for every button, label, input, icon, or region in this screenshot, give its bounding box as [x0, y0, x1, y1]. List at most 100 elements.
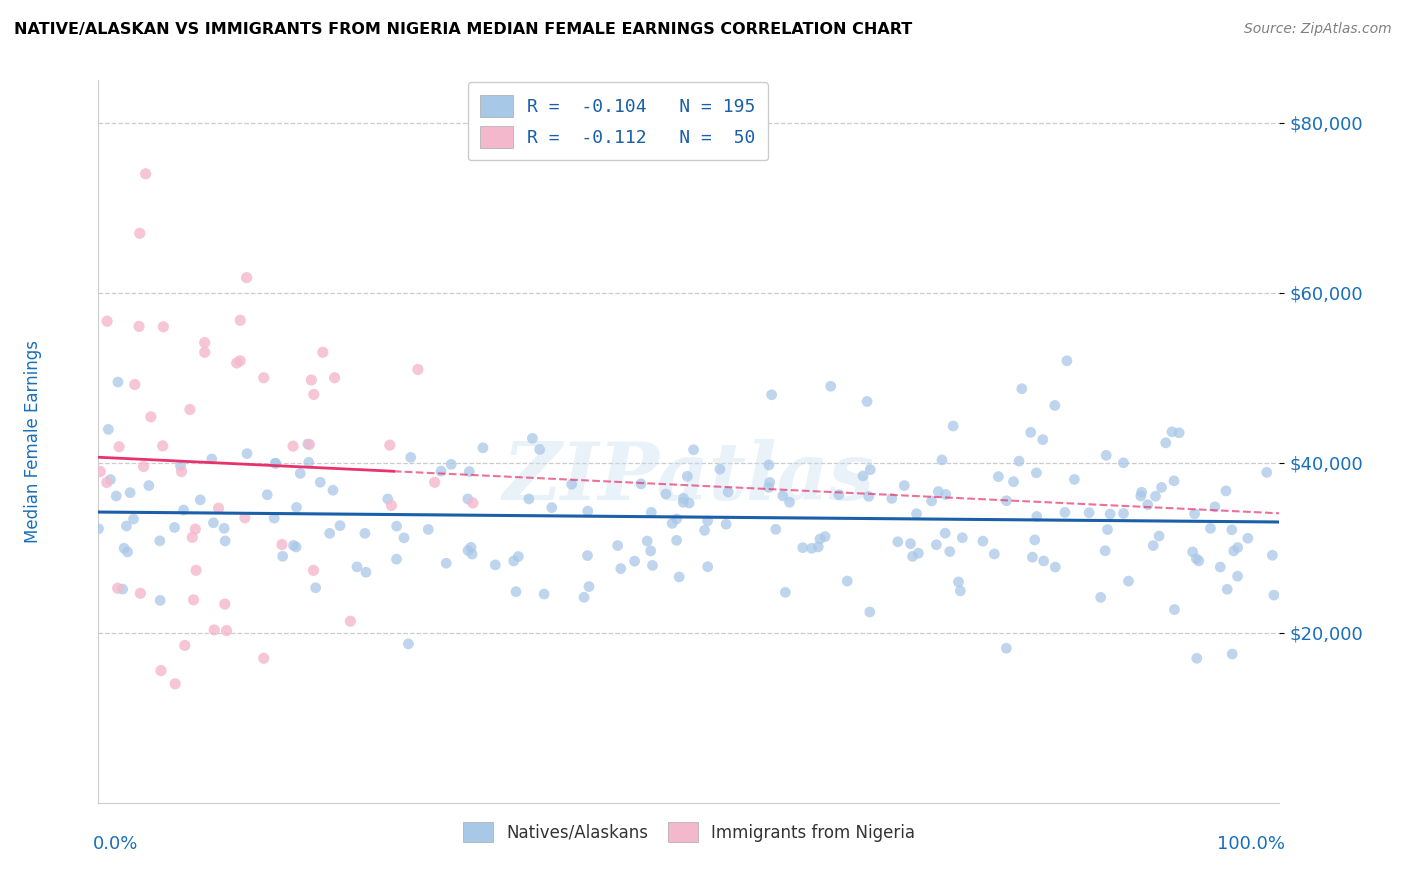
Point: [297, 437, 319, 451]
Point: [668, 570, 690, 584]
Point: [1163, 474, 1185, 488]
Point: [461, 547, 484, 561]
Point: [346, 559, 368, 574]
Point: [1147, 529, 1170, 543]
Point: [298, 437, 321, 451]
Point: [128, 227, 150, 241]
Point: [880, 491, 903, 506]
Point: [105, 489, 128, 503]
Point: [304, 581, 326, 595]
Point: [201, 451, 224, 466]
Point: [312, 345, 335, 359]
Point: [859, 605, 882, 619]
Point: [264, 456, 287, 470]
Point: [1130, 485, 1153, 500]
Point: [111, 582, 134, 596]
Point: [229, 313, 252, 327]
Point: [852, 469, 875, 483]
Point: [693, 524, 716, 538]
Point: [623, 554, 645, 568]
Point: [354, 566, 377, 580]
Point: [215, 624, 238, 638]
Point: [183, 592, 205, 607]
Point: [1094, 543, 1116, 558]
Point: [696, 514, 718, 528]
Point: [1209, 560, 1232, 574]
Point: [858, 489, 880, 503]
Point: [149, 664, 172, 678]
Point: [1161, 425, 1184, 439]
Point: [214, 533, 236, 548]
Point: [935, 487, 957, 501]
Point: [995, 641, 1018, 656]
Point: [96, 475, 118, 490]
Point: [1185, 551, 1208, 566]
Point: [893, 478, 915, 492]
Legend: Natives/Alaskans, Immigrants from Nigeria: Natives/Alaskans, Immigrants from Nigeri…: [453, 812, 925, 852]
Point: [800, 541, 823, 556]
Point: [561, 477, 583, 491]
Point: [117, 545, 139, 559]
Point: [354, 526, 377, 541]
Point: [1215, 483, 1237, 498]
Point: [430, 464, 453, 478]
Point: [983, 547, 1005, 561]
Point: [139, 409, 162, 424]
Point: [578, 580, 600, 594]
Point: [290, 467, 312, 481]
Point: [949, 583, 972, 598]
Point: [484, 558, 506, 572]
Point: [264, 456, 287, 470]
Point: [392, 531, 415, 545]
Point: [576, 549, 599, 563]
Point: [120, 485, 142, 500]
Point: [676, 469, 699, 483]
Point: [271, 537, 294, 551]
Point: [610, 561, 633, 575]
Point: [1226, 569, 1249, 583]
Point: [1019, 425, 1042, 440]
Point: [775, 585, 797, 599]
Point: [173, 639, 195, 653]
Point: [124, 377, 146, 392]
Point: [1056, 353, 1078, 368]
Point: [396, 637, 419, 651]
Point: [1025, 509, 1047, 524]
Point: [772, 489, 794, 503]
Point: [640, 544, 662, 558]
Point: [235, 270, 257, 285]
Point: [758, 458, 780, 472]
Point: [502, 554, 524, 568]
Point: [814, 529, 837, 543]
Point: [758, 480, 780, 494]
Point: [925, 538, 948, 552]
Point: [1112, 507, 1135, 521]
Point: [271, 549, 294, 564]
Point: [163, 520, 186, 534]
Point: [214, 597, 236, 611]
Point: [179, 402, 201, 417]
Point: [184, 563, 207, 577]
Point: [682, 442, 704, 457]
Point: [87, 522, 110, 536]
Point: [202, 623, 225, 637]
Point: [457, 491, 479, 506]
Point: [1188, 554, 1211, 568]
Point: [900, 536, 922, 550]
Point: [169, 458, 191, 473]
Point: [709, 462, 731, 476]
Text: 100.0%: 100.0%: [1218, 835, 1285, 854]
Point: [108, 440, 131, 454]
Point: [1185, 651, 1208, 665]
Point: [1043, 399, 1066, 413]
Point: [149, 593, 172, 607]
Point: [508, 549, 530, 564]
Point: [820, 379, 842, 393]
Point: [115, 519, 138, 533]
Point: [1002, 475, 1025, 489]
Point: [322, 483, 344, 498]
Point: [318, 526, 340, 541]
Point: [907, 546, 929, 560]
Text: NATIVE/ALASKAN VS IMMIGRANTS FROM NIGERIA MEDIAN FEMALE EARNINGS CORRELATION CHA: NATIVE/ALASKAN VS IMMIGRANTS FROM NIGERI…: [14, 22, 912, 37]
Point: [329, 518, 352, 533]
